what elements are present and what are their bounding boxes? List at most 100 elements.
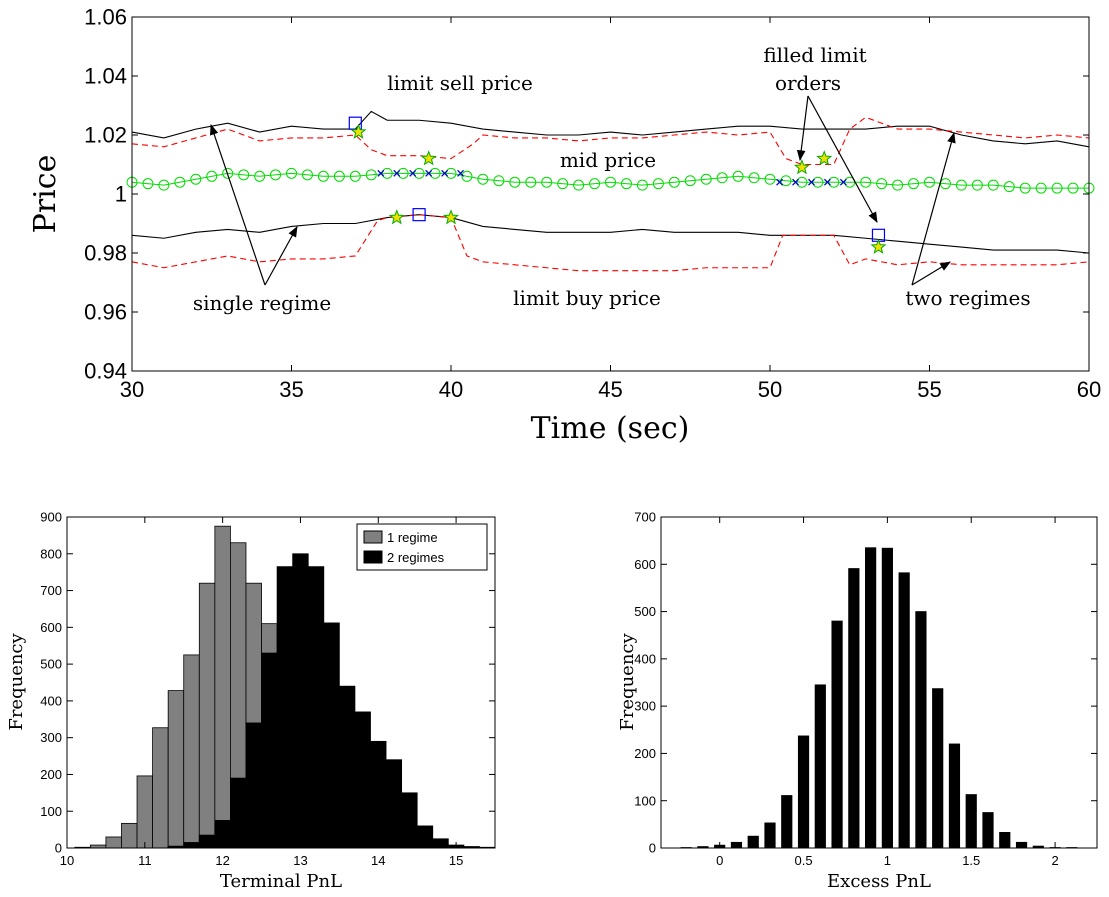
price-ytick-label: 1.06 bbox=[84, 5, 127, 30]
terminal-pnl-bar-2-regimes bbox=[183, 842, 200, 849]
price-xtick-label: 50 bbox=[758, 377, 782, 402]
terminal-pnl-xtick-label: 14 bbox=[371, 853, 385, 868]
mid-price-marker bbox=[429, 167, 441, 179]
mid-price-marker bbox=[158, 179, 170, 191]
terminal-pnl-ylabel: Frequency bbox=[6, 632, 27, 730]
price-xtick-label: 45 bbox=[598, 377, 622, 402]
price-xlabel: Time (sec) bbox=[531, 411, 690, 446]
mid-price-cross-marker bbox=[457, 169, 465, 177]
excess-pnl-ticks: 0 0.5 1 1.5 2 0 100 200 300 400 500 600 700 bbox=[634, 510, 1097, 868]
arrow-single-regime-buy bbox=[264, 226, 298, 286]
excess-pnl-bars bbox=[680, 547, 1078, 849]
terminal-pnl-bar-1-regime bbox=[136, 775, 153, 849]
excess-pnl-xtick-label: 1.5 bbox=[962, 853, 980, 868]
mid-price-marker bbox=[812, 176, 824, 188]
terminal-pnl-bars bbox=[74, 525, 496, 849]
filled-order-star-marker bbox=[350, 123, 367, 139]
terminal-pnl-bar-1-regime bbox=[152, 727, 169, 849]
excess-pnl-ytick-label: 100 bbox=[634, 793, 656, 808]
terminal-pnl-bar-1-regime bbox=[105, 836, 122, 849]
excess-pnl-bar bbox=[965, 794, 977, 849]
excess-pnl-bar bbox=[1015, 841, 1028, 849]
terminal-pnl-ytick-label: 0 bbox=[55, 841, 62, 856]
excess-pnl-xtick-label: 2 bbox=[1051, 853, 1058, 868]
mid-price-marker bbox=[270, 169, 282, 181]
mid-price-marker bbox=[764, 173, 776, 185]
excess-pnl-ytick-label: 300 bbox=[634, 699, 656, 714]
annotation-orders: orders bbox=[775, 71, 841, 95]
terminal-pnl-xtick-label: 10 bbox=[60, 853, 74, 868]
mid-price-marker bbox=[1035, 182, 1047, 194]
mid-price-marker bbox=[971, 179, 983, 191]
mid-price-marker bbox=[620, 178, 632, 190]
mid-price-marker bbox=[1003, 181, 1015, 193]
terminal-pnl-bar-2-regimes bbox=[385, 759, 403, 849]
excess-pnl-ylabel: Frequency bbox=[617, 632, 638, 730]
mid-price-marker bbox=[924, 176, 935, 188]
mid-price-marker bbox=[445, 167, 457, 179]
terminal-pnl-bar-2-regimes bbox=[432, 838, 449, 849]
line-sell_outer bbox=[131, 110, 1090, 148]
mid-price-marker bbox=[493, 175, 505, 187]
mid-price-marker bbox=[589, 178, 601, 190]
mid-price-cross-marker bbox=[409, 169, 417, 177]
mid-price-marker bbox=[748, 172, 760, 184]
legend-swatch-1-regime bbox=[363, 530, 383, 544]
price-xtick-label: 30 bbox=[120, 377, 144, 402]
mid-price-marker bbox=[525, 176, 537, 188]
excess-pnl-bar bbox=[915, 611, 927, 849]
terminal-pnl-legend: 1 regime 2 regimes bbox=[356, 523, 488, 571]
excess-pnl-bar bbox=[865, 547, 877, 849]
terminal-pnl-bar-1-regime bbox=[198, 582, 216, 849]
mid-price-marker bbox=[668, 176, 680, 188]
mid-price-marker bbox=[1051, 182, 1063, 194]
terminal-pnl-bar-2-regimes bbox=[230, 777, 247, 849]
excess-pnl-xtick-label: 0.5 bbox=[794, 853, 812, 868]
filled-order-star-marker bbox=[870, 238, 887, 254]
mid-price-marker bbox=[1067, 182, 1079, 194]
mid-price-cross-marker bbox=[808, 178, 815, 186]
price-xtick-label: 35 bbox=[279, 377, 303, 402]
price-ytick-label: 0.94 bbox=[84, 359, 127, 384]
arrow-filled-orders-1 bbox=[796, 95, 809, 162]
mid-price-cross-marker bbox=[823, 178, 831, 186]
terminal-pnl-ticks: 10 11 12 13 14 15 0 100 200 300 400 500 600 700 800 900 bbox=[40, 510, 495, 868]
terminal-pnl-bar-2-regimes bbox=[401, 792, 418, 849]
mid-price-cross-marker bbox=[776, 178, 784, 186]
terminal-pnl-bar-2-regimes bbox=[292, 553, 309, 849]
mid-price-marker bbox=[684, 175, 696, 187]
terminal-pnl-bar-2-regimes bbox=[323, 622, 340, 849]
excess-pnl-bar bbox=[898, 572, 910, 849]
mid-price-marker bbox=[987, 179, 999, 191]
excess-pnl-bar bbox=[881, 547, 893, 849]
mid-price-marker bbox=[796, 176, 808, 188]
terminal-pnl-ytick-label: 400 bbox=[40, 693, 62, 708]
terminal-pnl-bar-2-regimes bbox=[307, 566, 325, 849]
terminal-pnl-ytick-label: 300 bbox=[40, 730, 62, 745]
mid-price-marker bbox=[955, 179, 967, 191]
mid-price-marker bbox=[876, 178, 888, 190]
price-plot-frame bbox=[131, 16, 1090, 372]
mid-price-marker bbox=[206, 170, 218, 182]
terminal-pnl-bar-2-regimes bbox=[354, 711, 371, 849]
terminal-pnl-bar-2-regimes bbox=[416, 825, 434, 849]
excess-pnl-bar bbox=[781, 795, 793, 849]
annotation-single-regime: single regime bbox=[193, 291, 331, 315]
arrow-single-regime-sell bbox=[210, 123, 266, 286]
terminal-pnl-xtick-label: 15 bbox=[449, 853, 463, 868]
terminal-pnl-xtick-label: 13 bbox=[293, 853, 307, 868]
terminal-pnl-frame bbox=[66, 516, 496, 849]
excess-pnl-bar bbox=[797, 735, 810, 849]
mid-price-marker bbox=[254, 170, 266, 182]
excess-pnl-ytick-label: 500 bbox=[634, 604, 656, 619]
excess-pnl-bar bbox=[948, 743, 961, 849]
mid-price-marker bbox=[461, 170, 473, 182]
mid-price-marker bbox=[557, 178, 569, 190]
terminal-pnl-ytick-label: 500 bbox=[40, 657, 62, 672]
arrow-filled-orders-2 bbox=[807, 95, 878, 223]
terminal-pnl-ytick-label: 100 bbox=[40, 804, 62, 819]
mid-price-marker bbox=[349, 170, 361, 182]
mid-price-marker bbox=[541, 176, 553, 188]
price-axis-ticks: 30 35 40 45 50 55 60 0.94 0.96 0.98 1 1.02 1.04 1.06 bbox=[84, 5, 1101, 402]
terminal-pnl-bar-2-regimes bbox=[370, 740, 387, 849]
